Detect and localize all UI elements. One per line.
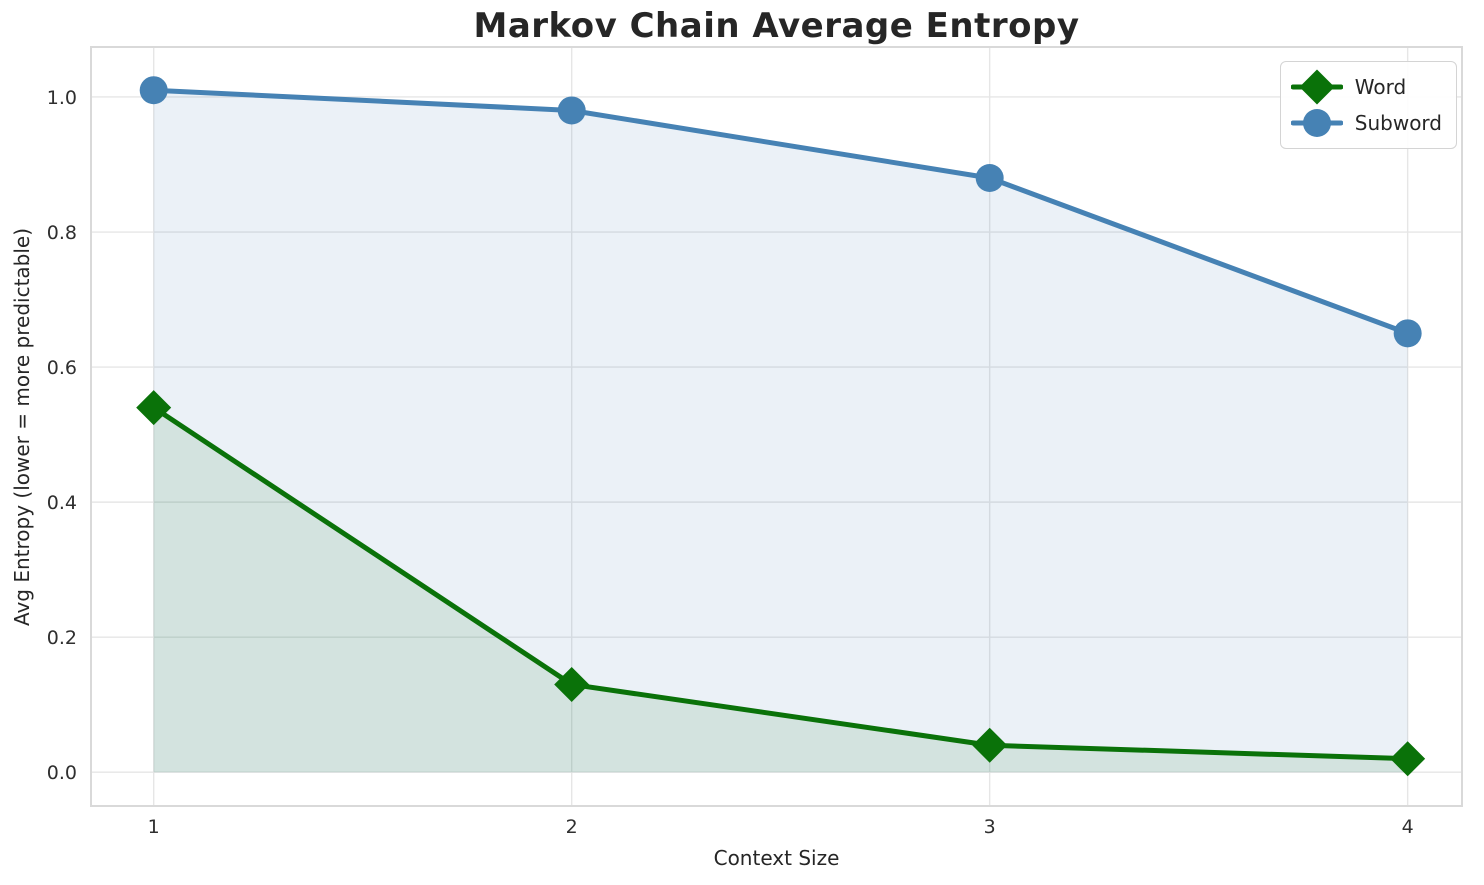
chart-title: Markov Chain Average Entropy [473, 6, 1080, 46]
legend-circle-marker-icon [1290, 109, 1343, 137]
axes-background [91, 47, 1462, 806]
y-tick-label-1.0: 1.0 [47, 87, 77, 109]
series-line-subword [151, 87, 1411, 336]
x-tick-label-1: 1 [148, 816, 160, 838]
legend-item-word: Word [1290, 69, 1442, 105]
area-fill-word [153, 407, 1408, 773]
x-axis-label: Context Size [713, 846, 840, 870]
y-tick-label-0.6: 0.6 [47, 357, 77, 379]
series-markers-subword [139, 76, 1422, 348]
marker-word-x1 [136, 390, 172, 426]
marker-subword-x3 [975, 164, 1004, 193]
series-line-word [151, 405, 1411, 762]
legend: Word Subword [1279, 61, 1457, 149]
marker-word-x4 [1390, 741, 1426, 777]
x-tick-label-4: 4 [1402, 816, 1414, 838]
x-tick-label-2: 2 [566, 816, 578, 838]
y-tick-label-0.4: 0.4 [47, 492, 77, 514]
y-tick-label-0.0: 0.0 [47, 762, 77, 784]
y-tick-label-0.2: 0.2 [47, 627, 77, 649]
marker-subword-x1 [139, 76, 168, 105]
legend-marker-subword [1302, 109, 1331, 137]
legend-item-subword: Subword [1290, 107, 1442, 139]
axes-spines [90, 46, 1463, 807]
legend-label-subword: Subword [1354, 111, 1442, 135]
marker-word-x3 [972, 727, 1008, 763]
legend-diamond-marker-icon [1290, 69, 1343, 105]
y-tick-label-0.8: 0.8 [47, 222, 77, 244]
series-markers-word [136, 390, 1426, 777]
marker-subword-x4 [1393, 319, 1422, 348]
legend-label-word: Word [1354, 75, 1407, 99]
marker-subword-x2 [557, 96, 586, 125]
x-tick-label-3: 3 [984, 816, 996, 838]
marker-word-x2 [554, 666, 590, 702]
area-fill-subword [153, 90, 1408, 773]
legend-marker-word [1299, 69, 1335, 105]
y-axis-label: Avg Entropy (lower = more predictable) [10, 227, 34, 627]
